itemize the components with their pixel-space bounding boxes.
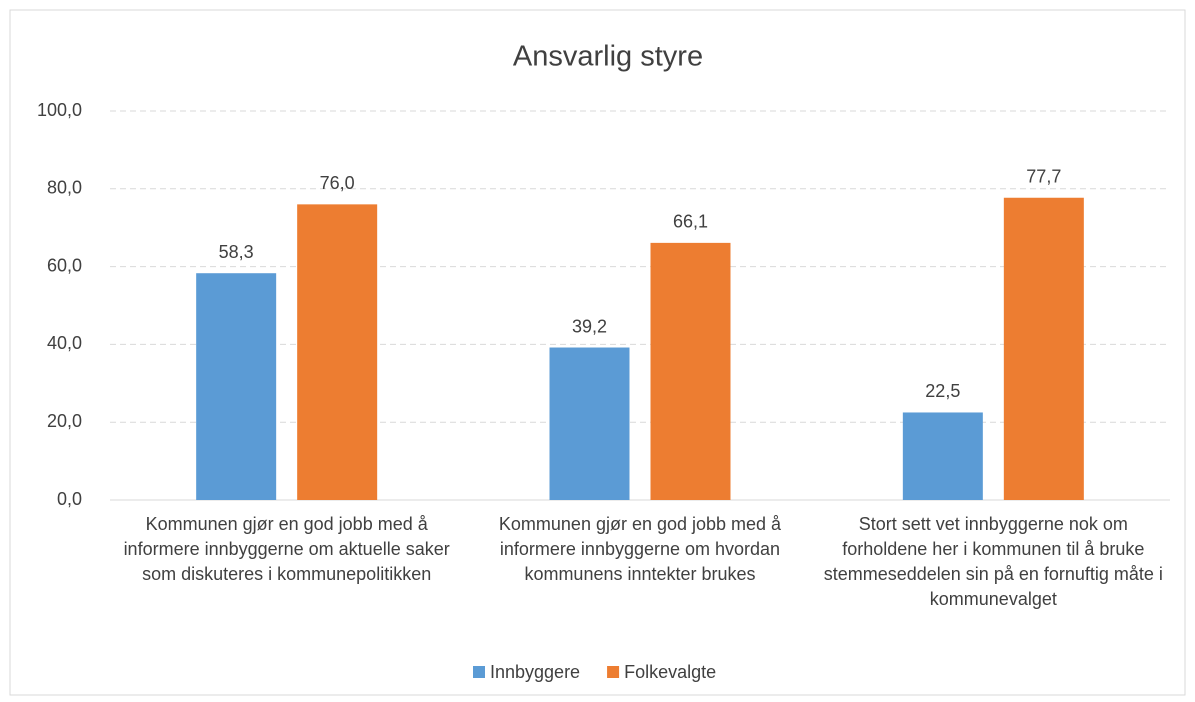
y-tick-label: 20,0 [47, 411, 82, 431]
x-tick-label: Kommunen gjør en god jobb med å informer… [498, 514, 782, 584]
bar [297, 204, 378, 501]
bar [1003, 197, 1084, 500]
legend-swatch [607, 666, 620, 678]
y-tick-label: 80,0 [47, 178, 82, 198]
data-label: 76,0 [320, 173, 355, 193]
legend-label: Folkevalgte [624, 662, 716, 682]
legend-swatch [473, 666, 485, 678]
data-label: 39,2 [572, 316, 607, 336]
bar [196, 273, 277, 500]
legend-label: Innbyggere [490, 662, 580, 682]
data-label: 58,3 [219, 242, 254, 262]
bar [902, 412, 983, 500]
y-tick-label: 40,0 [47, 333, 82, 353]
data-label: 66,1 [673, 212, 708, 232]
chart-title: Ansvarlig styre [513, 41, 703, 73]
y-tick-label: 60,0 [47, 255, 82, 275]
data-label: 22,5 [925, 381, 960, 401]
bar [650, 242, 731, 500]
bar [549, 347, 630, 500]
x-tick-label: Kommunen gjør en god jobb med å informer… [123, 514, 450, 584]
y-tick-label: 0,0 [57, 489, 82, 509]
y-tick-label: 100,0 [37, 100, 82, 120]
data-label: 77,7 [1026, 166, 1061, 186]
x-tick-label: Stort sett vet innbyggerne nok om forhol… [823, 514, 1163, 609]
